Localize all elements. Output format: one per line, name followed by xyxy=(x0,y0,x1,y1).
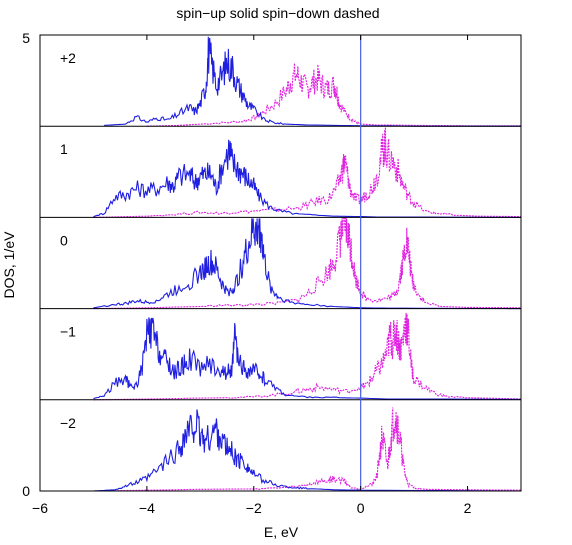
panel-3: −1 xyxy=(60,312,522,401)
series-spin-down-3 xyxy=(93,312,522,401)
y-tick-bottom: 0 xyxy=(22,483,30,499)
x-tick-label: −4 xyxy=(139,500,155,516)
plot-frame xyxy=(39,34,522,492)
panel-label-2: 0 xyxy=(60,232,68,248)
series-spin-up-3 xyxy=(93,317,522,400)
panel-1: 1 xyxy=(60,127,522,218)
panel-label-4: −2 xyxy=(60,415,76,431)
x-tick-label: −6 xyxy=(32,500,48,516)
x-tick-label: 2 xyxy=(464,500,472,516)
series-spin-down-4 xyxy=(93,407,522,492)
x-axis-ticks: −6 −4 −2 0 2 xyxy=(32,35,472,516)
panel-2: 0 xyxy=(60,217,522,310)
series-spin-up-4 xyxy=(93,409,522,492)
x-axis-label: E, eV xyxy=(264,524,299,540)
panel-label-1: 1 xyxy=(60,141,68,157)
y-axis-label: DOS, 1/eV xyxy=(1,231,17,299)
panels: +2 1 0 −1 −2 xyxy=(60,36,522,492)
panel-4: −2 xyxy=(60,407,522,492)
series-spin-down-0 xyxy=(146,63,521,127)
series-spin-up-0 xyxy=(104,36,521,127)
series-spin-down-1 xyxy=(93,127,522,218)
y-tick-top: 5 xyxy=(22,30,30,46)
x-tick-label: −2 xyxy=(246,500,262,516)
panel-0: +2 xyxy=(60,36,521,127)
series-spin-up-2 xyxy=(93,218,522,310)
panel-label-0: +2 xyxy=(60,50,76,66)
x-tick-label: 0 xyxy=(357,500,365,516)
series-spin-up-1 xyxy=(93,139,522,218)
plot-border xyxy=(39,34,522,492)
panel-label-3: −1 xyxy=(60,324,76,340)
series-spin-down-2 xyxy=(93,217,522,310)
chart-title: spin−up solid spin−down dashed xyxy=(176,5,379,21)
